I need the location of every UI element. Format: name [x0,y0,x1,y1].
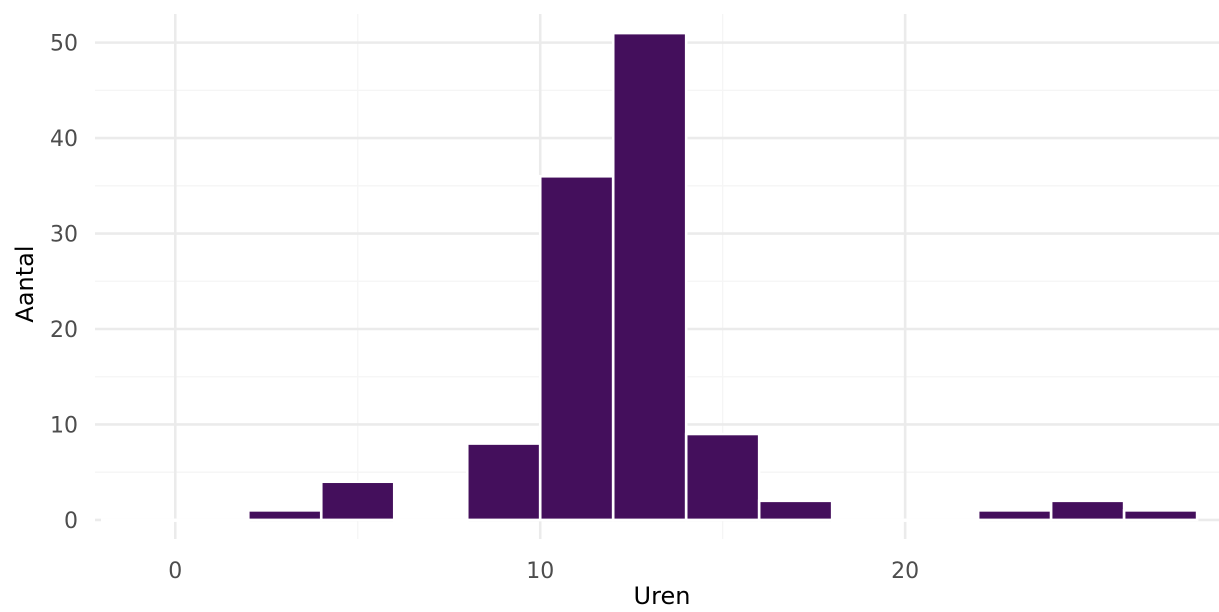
histogram-bar [684,432,761,522]
y-tick-label: 50 [50,32,78,57]
x-tick-label: 20 [891,559,919,584]
y-axis-ticks: 0 10 20 30 40 50 [50,32,78,534]
histogram-bar [1049,499,1126,522]
histogram-bar [319,480,396,522]
histogram-bar [100,518,177,522]
y-tick-label: 10 [50,413,78,438]
histogram-bar [538,174,615,522]
histogram-bar [976,509,1053,522]
x-tick-label: 0 [168,559,182,584]
y-tick-label: 40 [50,127,78,152]
histogram-bar [1122,509,1199,522]
bars [100,31,1199,522]
y-tick-label: 0 [64,509,78,534]
histogram-bar [173,518,250,522]
x-axis-ticks: 0 10 20 [168,559,919,584]
histogram-bar [757,499,834,522]
histogram-bar [830,518,907,522]
x-tick-label: 10 [526,559,554,584]
histogram-bar [246,509,323,522]
histogram-bar [465,442,542,522]
y-tick-label: 30 [50,223,78,248]
x-axis-title: Uren [634,582,691,610]
histogram-bar [611,31,688,522]
histogram-bar [903,518,980,522]
y-axis-title: Aantal [11,245,39,322]
histogram-bar [392,518,469,522]
y-tick-label: 20 [50,318,78,343]
